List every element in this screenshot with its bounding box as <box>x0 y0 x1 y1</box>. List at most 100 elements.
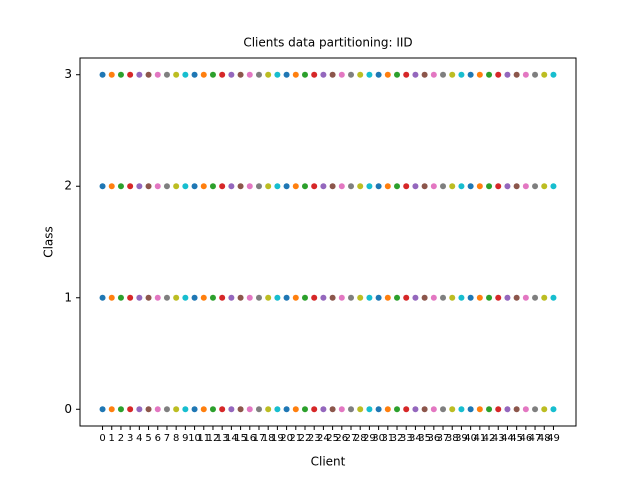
point <box>99 183 106 190</box>
point <box>145 294 152 301</box>
point <box>99 294 106 301</box>
point <box>449 406 456 413</box>
x-tick-label: 22 <box>299 433 312 444</box>
x-tick-label: 9 <box>182 433 188 444</box>
y-tick-label: 0 <box>64 402 72 416</box>
point <box>522 406 529 413</box>
x-tick-label: 16 <box>243 433 256 444</box>
point <box>311 183 318 190</box>
point <box>550 183 557 190</box>
point <box>182 71 189 78</box>
point <box>384 294 391 301</box>
point <box>495 294 502 301</box>
point <box>329 294 336 301</box>
point <box>320 406 327 413</box>
point <box>173 294 180 301</box>
x-tick-label: 24 <box>317 433 330 444</box>
x-tick-label: 42 <box>483 433 496 444</box>
point <box>237 183 244 190</box>
point <box>246 183 253 190</box>
point <box>255 71 262 78</box>
point <box>449 294 456 301</box>
x-tick-label: 19 <box>271 433 284 444</box>
point <box>338 406 345 413</box>
point <box>136 406 143 413</box>
point <box>265 294 272 301</box>
point <box>412 183 419 190</box>
point <box>292 183 299 190</box>
point <box>357 183 364 190</box>
x-tick-label: 39 <box>455 433 468 444</box>
point <box>430 406 437 413</box>
point <box>127 294 134 301</box>
x-tick-label: 45 <box>510 433 523 444</box>
point <box>108 294 115 301</box>
point <box>486 183 493 190</box>
point <box>440 294 447 301</box>
point <box>219 71 226 78</box>
point <box>127 183 134 190</box>
point <box>495 406 502 413</box>
point <box>228 183 235 190</box>
point <box>467 71 474 78</box>
point <box>458 183 465 190</box>
point <box>467 406 474 413</box>
point <box>163 71 170 78</box>
point <box>421 183 428 190</box>
point <box>476 406 483 413</box>
point <box>541 294 548 301</box>
x-tick-label: 20 <box>280 433 293 444</box>
point <box>504 294 511 301</box>
point <box>182 406 189 413</box>
x-tick-label: 38 <box>446 433 459 444</box>
point <box>375 183 382 190</box>
point <box>228 71 235 78</box>
point <box>504 71 511 78</box>
point <box>127 71 134 78</box>
point <box>366 71 373 78</box>
point <box>403 294 410 301</box>
x-tick-label: 8 <box>173 433 179 444</box>
point <box>154 406 161 413</box>
point <box>283 406 290 413</box>
x-tick-label: 14 <box>225 433 238 444</box>
point <box>265 71 272 78</box>
x-tick-label: 18 <box>262 433 275 444</box>
y-axis-label: Class <box>42 226 56 258</box>
point <box>412 406 419 413</box>
point <box>117 71 124 78</box>
point <box>532 183 539 190</box>
point <box>219 406 226 413</box>
point <box>366 183 373 190</box>
point <box>209 294 216 301</box>
point <box>541 71 548 78</box>
point <box>292 71 299 78</box>
point <box>338 71 345 78</box>
point <box>311 294 318 301</box>
point <box>394 406 401 413</box>
x-tick-label: 28 <box>354 433 367 444</box>
x-tick-label: 35 <box>418 433 431 444</box>
point <box>136 294 143 301</box>
point <box>513 294 520 301</box>
point <box>550 294 557 301</box>
point <box>384 71 391 78</box>
point <box>237 71 244 78</box>
point <box>191 71 198 78</box>
point <box>274 183 281 190</box>
point <box>283 294 290 301</box>
x-tick-label: 17 <box>253 433 266 444</box>
point <box>522 71 529 78</box>
point <box>219 183 226 190</box>
point <box>117 406 124 413</box>
point <box>486 294 493 301</box>
point <box>394 71 401 78</box>
point <box>522 294 529 301</box>
point <box>99 406 106 413</box>
x-tick-label: 10 <box>188 433 201 444</box>
point <box>403 406 410 413</box>
point <box>403 71 410 78</box>
point <box>522 183 529 190</box>
x-tick-label: 7 <box>164 433 170 444</box>
